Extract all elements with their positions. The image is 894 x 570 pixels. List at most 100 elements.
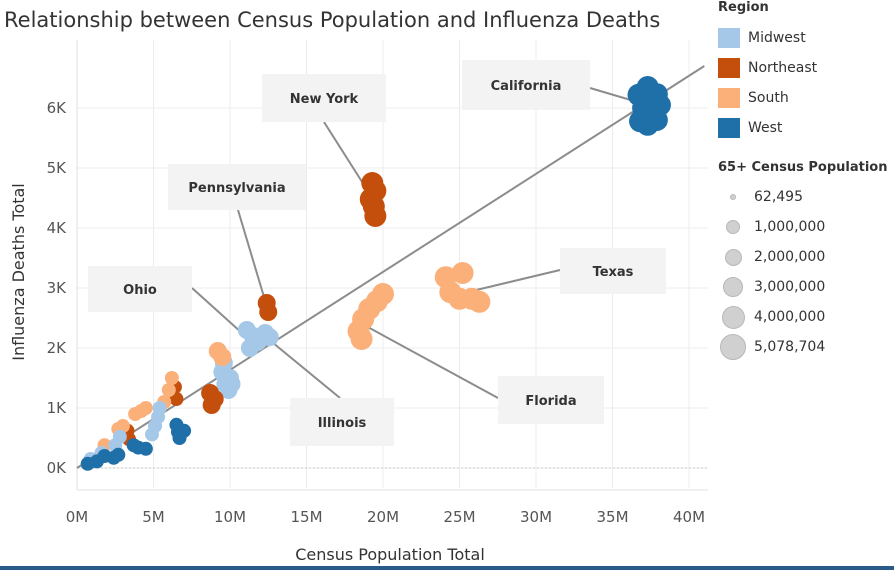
data-point	[240, 339, 259, 357]
legend-swatch	[718, 118, 740, 138]
size-legend-label: 3,000,000	[754, 279, 826, 295]
callout-box	[560, 248, 666, 294]
legend-item-west[interactable]: West	[718, 113, 894, 143]
x-tick-label: 5M	[142, 508, 165, 526]
callout-california: California	[462, 60, 590, 110]
callout-leader	[367, 326, 499, 399]
callout-box	[88, 266, 192, 312]
size-legend-dot	[721, 305, 745, 329]
data-point	[144, 427, 159, 442]
data-point	[645, 109, 668, 131]
callout-box	[262, 74, 386, 122]
size-legend-item: 3,000,000	[718, 276, 825, 298]
legend-item-south[interactable]: South	[718, 83, 894, 113]
data-point	[350, 328, 373, 350]
data-point	[80, 456, 95, 471]
callout-pennsylvania: Pennsylvania	[168, 164, 306, 210]
callout-leader	[267, 338, 341, 399]
size-legend-title: 65+ Census Population	[718, 160, 888, 175]
callout-leader	[237, 209, 268, 307]
size-legend-label: 2,000,000	[754, 249, 826, 265]
legend-label: Northeast	[748, 60, 818, 76]
callout-label: Pennsylvania	[188, 181, 285, 196]
chart-title: Relationship between Census Population a…	[4, 8, 661, 32]
callout-label: Texas	[593, 265, 634, 280]
data-points	[80, 76, 671, 471]
legend-swatch	[718, 88, 740, 108]
data-point	[161, 383, 176, 397]
legend-label: West	[748, 120, 783, 136]
callout-label: Ohio	[123, 283, 157, 298]
size-legend-item: 5,078,704	[718, 334, 826, 360]
region-legend-title: Region	[718, 0, 769, 15]
data-point	[128, 407, 143, 421]
y-tick-label: 3K	[47, 279, 68, 297]
size-legend-item: 1,000,000	[718, 216, 825, 238]
callout-illinois: Illinois	[290, 398, 394, 446]
y-tick-label: 1K	[47, 399, 68, 417]
data-point	[222, 375, 241, 393]
y-axis-title: Influenza Deaths Total	[9, 183, 28, 361]
legend-swatch	[718, 28, 740, 48]
data-point	[468, 290, 491, 313]
callouts: California New York Pennsylvania Texas Ohio F…	[88, 60, 666, 446]
callout-leaders	[191, 87, 648, 399]
callout-leader	[191, 287, 246, 337]
size-legend-dot	[720, 334, 746, 360]
y-tick-label: 4K	[47, 219, 68, 237]
x-tick-label: 20M	[367, 508, 399, 526]
data-point	[164, 371, 179, 385]
x-tick-label: 15M	[290, 508, 322, 526]
callout-label: Illinois	[318, 416, 367, 431]
axes: 0M 5M 10M 15M 20M 25M 30M 35M 40M 0K 1K 2K 3K 4K 5K 6K	[47, 40, 708, 526]
bottom-border	[0, 566, 894, 570]
data-point	[169, 417, 184, 432]
size-legend-dot	[726, 220, 740, 234]
data-point	[451, 262, 474, 284]
x-tick-label: 35M	[596, 508, 628, 526]
region-legend-items: Midwest Northeast South West	[718, 23, 894, 143]
data-point	[260, 328, 279, 347]
size-legend-dot	[723, 277, 743, 297]
x-tick-label: 10M	[214, 508, 246, 526]
callout-new-york: New York	[262, 74, 386, 122]
callout-label: New York	[290, 92, 359, 107]
size-legend-label: 5,078,704	[754, 339, 826, 355]
data-point	[372, 283, 394, 305]
data-point	[213, 348, 232, 366]
callout-label: California	[491, 79, 562, 94]
callout-label: Florida	[525, 394, 576, 409]
legend-item-midwest[interactable]: Midwest	[718, 23, 894, 53]
callout-texas: Texas	[560, 248, 666, 294]
data-point	[205, 390, 224, 408]
region-legend: Region Midwest Northeast South West	[718, 0, 894, 143]
y-tick-label: 5K	[47, 159, 68, 177]
size-legend-item: 4,000,000	[718, 305, 826, 329]
callout-ohio: Ohio	[88, 266, 192, 312]
callout-box	[168, 164, 306, 210]
size-legend-label: 62,495	[754, 189, 803, 205]
legend-item-northeast[interactable]: Northeast	[718, 53, 894, 83]
data-point	[364, 205, 387, 227]
y-tick-label: 2K	[47, 339, 68, 357]
legend-swatch	[718, 58, 740, 78]
x-axis-title: Census Population Total	[295, 545, 485, 564]
y-tick-label: 0K	[47, 459, 68, 477]
y-tick-label: 6K	[47, 99, 68, 117]
x-tick-label: 25M	[443, 508, 475, 526]
callout-box	[462, 60, 590, 110]
size-legend-label: 4,000,000	[754, 309, 826, 325]
x-tick-label: 40M	[673, 508, 705, 526]
x-tick-label: 0M	[66, 508, 89, 526]
legend-label: South	[748, 90, 789, 106]
size-legend-label: 1,000,000	[754, 219, 826, 235]
legend-label: Midwest	[748, 30, 806, 46]
data-point	[97, 449, 112, 463]
size-legend-dot	[724, 248, 742, 266]
callout-box	[498, 376, 604, 424]
size-legend-item: 62,495	[718, 186, 803, 208]
callout-box	[290, 398, 394, 446]
x-tick-label: 30M	[520, 508, 552, 526]
size-legend-dot	[730, 194, 736, 200]
